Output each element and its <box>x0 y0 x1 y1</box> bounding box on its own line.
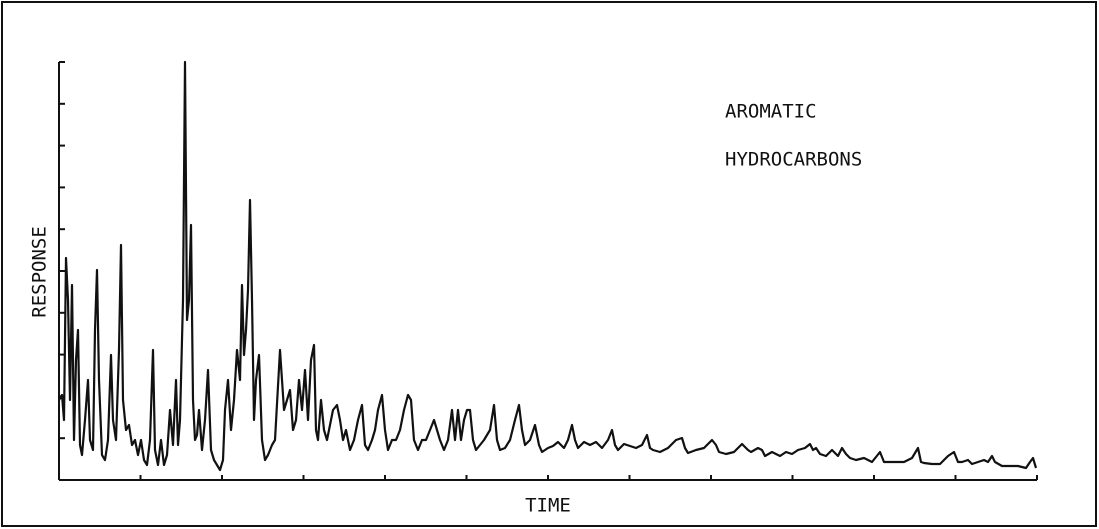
x-axis-label: TIME <box>525 495 571 517</box>
y-axis-label: RESPONSE <box>29 226 51 318</box>
annotation: HYDROCARBONS <box>725 149 862 171</box>
data-line <box>58 60 1038 472</box>
annotation: AROMATIC <box>725 101 817 123</box>
